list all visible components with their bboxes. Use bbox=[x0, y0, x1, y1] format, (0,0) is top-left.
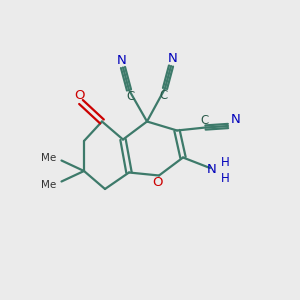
Text: C: C bbox=[159, 88, 168, 102]
Text: N: N bbox=[117, 53, 126, 67]
Text: C: C bbox=[126, 90, 135, 103]
Text: N: N bbox=[231, 113, 240, 126]
Text: Me: Me bbox=[41, 153, 56, 163]
Text: Me: Me bbox=[41, 179, 56, 190]
Text: H: H bbox=[221, 156, 230, 169]
Text: H: H bbox=[221, 172, 230, 185]
Text: N: N bbox=[168, 52, 177, 65]
Text: C: C bbox=[201, 114, 209, 128]
Text: N: N bbox=[207, 163, 216, 176]
Text: O: O bbox=[152, 176, 163, 190]
Text: O: O bbox=[74, 89, 85, 102]
